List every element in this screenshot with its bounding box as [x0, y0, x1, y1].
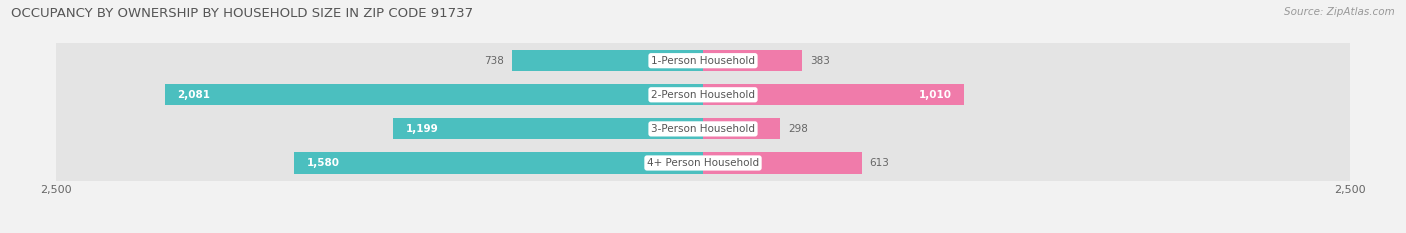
Bar [703, 50, 801, 71]
Bar [294, 152, 703, 174]
Text: 1,010: 1,010 [918, 90, 952, 100]
Bar [703, 84, 965, 105]
Text: 613: 613 [869, 158, 889, 168]
Bar [165, 84, 703, 105]
Text: OCCUPANCY BY OWNERSHIP BY HOUSEHOLD SIZE IN ZIP CODE 91737: OCCUPANCY BY OWNERSHIP BY HOUSEHOLD SIZE… [11, 7, 474, 20]
Text: 383: 383 [810, 56, 830, 66]
Text: 4+ Person Household: 4+ Person Household [647, 158, 759, 168]
Text: 3-Person Household: 3-Person Household [651, 124, 755, 134]
Bar [703, 152, 862, 174]
Bar [56, 111, 1350, 147]
Text: 738: 738 [485, 56, 505, 66]
Text: Source: ZipAtlas.com: Source: ZipAtlas.com [1284, 7, 1395, 17]
Bar [512, 50, 703, 71]
Bar [56, 77, 1350, 113]
Text: 1-Person Household: 1-Person Household [651, 56, 755, 66]
Bar [703, 118, 780, 140]
Bar [392, 118, 703, 140]
Text: 298: 298 [787, 124, 807, 134]
Text: 1,580: 1,580 [307, 158, 340, 168]
Text: 2-Person Household: 2-Person Household [651, 90, 755, 100]
Bar [56, 145, 1350, 181]
Text: 1,199: 1,199 [406, 124, 439, 134]
Bar [56, 43, 1350, 79]
Text: 2,081: 2,081 [177, 90, 211, 100]
